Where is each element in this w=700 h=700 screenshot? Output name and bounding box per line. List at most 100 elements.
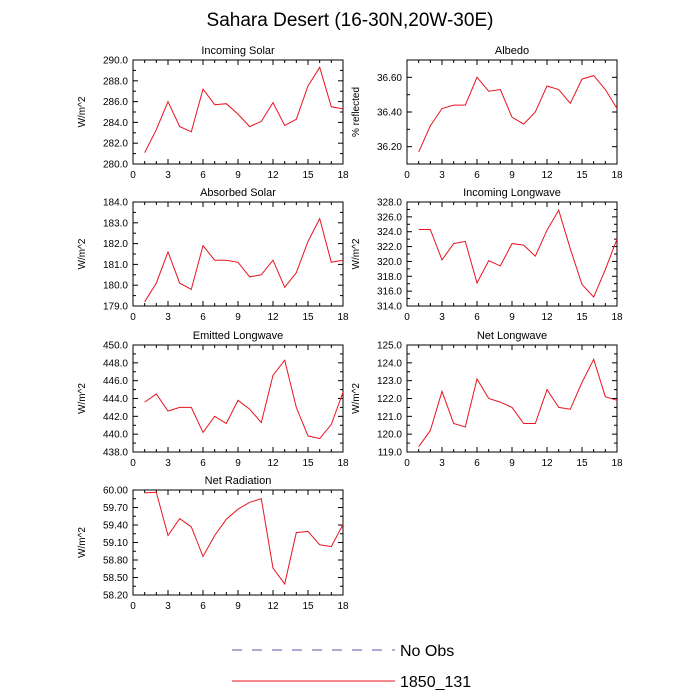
panel-title: Net Longwave	[477, 330, 547, 342]
x-tick-label: 15	[302, 312, 314, 323]
x-tick-label: 12	[541, 312, 553, 323]
y-tick-label: 59.10	[103, 538, 128, 549]
x-tick-label: 0	[130, 312, 136, 323]
y-tick-label: 119.0	[378, 448, 403, 459]
y-tick-label: 280.0	[103, 160, 128, 171]
x-tick-label: 3	[439, 170, 445, 181]
x-tick-label: 9	[235, 170, 241, 181]
y-tick-label: 36.20	[377, 142, 402, 153]
x-tick-label: 15	[576, 312, 588, 323]
plot-frame	[406, 201, 618, 307]
panel-incoming-solar: Incoming Solar W/m^2 0 3 6 9 12 15 18 280.0 282.0 2…	[77, 45, 349, 181]
y-tick-label: 58.80	[103, 556, 128, 567]
x-tick-label: 0	[130, 458, 136, 469]
series-line	[418, 357, 618, 447]
y-tick-label: 122.0	[377, 394, 402, 405]
y-tick-label: 36.40	[377, 108, 402, 119]
page-title: Sahara Desert (16-30N,20W-30E)	[206, 10, 494, 31]
y-tick-label: 324.0	[377, 227, 402, 238]
y-tick-label: 58.50	[103, 573, 128, 584]
y-tick-label: 288.0	[103, 76, 128, 87]
legend-item: No Obs	[232, 643, 454, 660]
x-tick-label: 0	[130, 601, 136, 612]
y-tick-label: 59.40	[103, 521, 128, 532]
x-tick-label: 0	[404, 458, 410, 469]
y-tick-label: 125.0	[377, 341, 402, 352]
x-tick-label: 18	[337, 601, 349, 612]
x-tick-label: 9	[509, 312, 515, 323]
x-tick-label: 3	[439, 458, 445, 469]
panel-title: Incoming Longwave	[463, 187, 561, 199]
y-tick-label: 326.0	[377, 212, 402, 223]
plot-frame	[132, 344, 344, 453]
y-tick-label: 444.0	[103, 394, 128, 405]
panel-absorbed-solar: Absorbed Solar W/m^2 0 3 6 9 12 15 18 179.0 180.0 1…	[77, 187, 349, 323]
x-tick-label: 18	[611, 170, 623, 181]
legend: No Obs 1850_131	[232, 643, 471, 691]
series-line	[144, 66, 344, 153]
y-tick-label: 124.0	[377, 358, 402, 369]
y-tick-label: 58.20	[103, 591, 128, 602]
panel-emitted-longwave: Emitted Longwave W/m^2 0 3 6 9 12 15 18 438.0 440.…	[77, 330, 349, 469]
y-tick-label: 282.0	[103, 139, 128, 150]
panel-title: Absorbed Solar	[200, 187, 276, 199]
legend-label: No Obs	[400, 643, 454, 660]
y-tick-label: 450.0	[103, 341, 128, 352]
x-tick-label: 9	[235, 312, 241, 323]
y-tick-label: 290.0	[103, 56, 128, 67]
plot-frame	[132, 489, 344, 596]
x-tick-label: 6	[200, 170, 206, 181]
x-tick-label: 18	[611, 458, 623, 469]
y-tick-label: 318.0	[377, 272, 402, 283]
y-tick-label: 446.0	[103, 376, 128, 387]
x-tick-label: 9	[235, 458, 241, 469]
y-tick-label: 442.0	[103, 412, 128, 423]
panel-title: Emitted Longwave	[193, 330, 284, 342]
y-tick-label: 440.0	[103, 430, 128, 441]
x-tick-label: 12	[541, 458, 553, 469]
y-tick-label: 328.0	[377, 198, 402, 209]
series-line	[144, 491, 344, 586]
y-tick-label: 121.0	[377, 412, 402, 423]
panel-incoming-longwave: Incoming Longwave W/m^2 0 3 6 9 12 15 18 314.0 316…	[351, 187, 623, 323]
y-tick-label: 438.0	[103, 448, 128, 459]
x-tick-label: 12	[541, 170, 553, 181]
legend-label: 1850_131	[400, 674, 471, 691]
plot-frame	[406, 344, 618, 453]
y-tick-label: 322.0	[377, 242, 402, 253]
x-tick-label: 6	[474, 170, 480, 181]
x-tick-label: 0	[130, 170, 136, 181]
y-tick-label: 181.0	[103, 260, 128, 271]
series-line	[418, 75, 618, 153]
plot-frame	[406, 59, 618, 165]
x-tick-label: 6	[200, 312, 206, 323]
x-tick-label: 12	[267, 312, 279, 323]
y-axis-label: W/m^2	[77, 383, 88, 414]
x-tick-label: 18	[611, 312, 623, 323]
x-tick-label: 15	[302, 170, 314, 181]
y-axis-label: W/m^2	[351, 383, 362, 414]
y-tick-label: 314.0	[377, 302, 402, 313]
panel-net-radiation: Net Radiation W/m^2 0 3 6 9 12 15 18 58.20 58.50 58…	[77, 475, 349, 612]
x-tick-label: 9	[235, 601, 241, 612]
y-tick-label: 284.0	[103, 118, 128, 129]
series-line	[144, 217, 344, 303]
x-tick-label: 6	[474, 458, 480, 469]
x-tick-label: 18	[337, 312, 349, 323]
series-line	[144, 359, 344, 440]
y-tick-label: 183.0	[103, 218, 128, 229]
y-axis-label: W/m^2	[77, 527, 88, 558]
x-tick-label: 15	[302, 458, 314, 469]
x-tick-label: 3	[165, 601, 171, 612]
x-tick-label: 9	[509, 170, 515, 181]
y-tick-label: 316.0	[377, 287, 402, 298]
plot-frame	[132, 59, 344, 165]
x-tick-label: 18	[337, 170, 349, 181]
plot-frame	[132, 201, 344, 307]
panel-title: Incoming Solar	[201, 45, 275, 57]
x-tick-label: 15	[302, 601, 314, 612]
x-tick-label: 6	[200, 601, 206, 612]
legend-item: 1850_131	[232, 674, 471, 691]
x-tick-label: 12	[267, 170, 279, 181]
